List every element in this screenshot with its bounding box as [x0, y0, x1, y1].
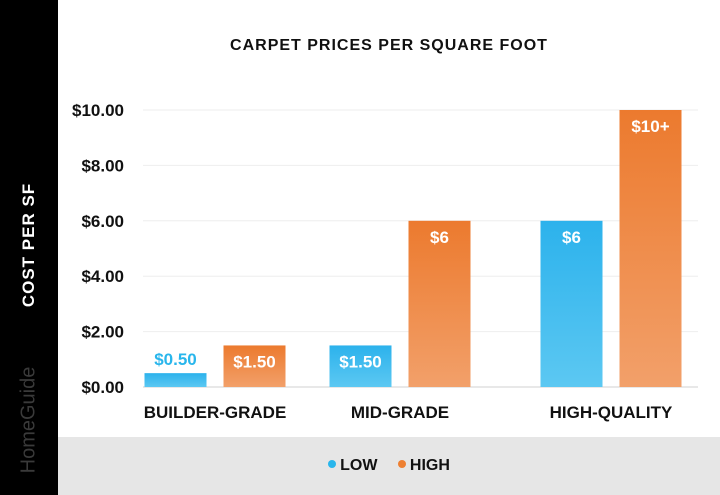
legend: LOW HIGH [58, 457, 720, 475]
data-label-high: $1.50 [233, 352, 276, 371]
bar-low [540, 220, 603, 387]
legend-swatch-low [328, 459, 337, 468]
chart-title: CARPET PRICES PER SQUARE FOOT [230, 37, 548, 54]
data-labels: $0.50 $1.50 $1.50 $6 $6 $10+ [154, 117, 669, 371]
bar-high [223, 345, 286, 387]
legend-label-high: HIGH [409, 457, 450, 474]
data-label-low: $0.50 [154, 350, 197, 369]
bar-low [329, 345, 392, 387]
data-label-low: $1.50 [339, 352, 382, 371]
y-tick-label: $8.00 [81, 156, 124, 175]
y-tick-label: $2.00 [81, 323, 124, 342]
brand-watermark: HomeGuide [17, 366, 40, 474]
data-label-low: $6 [562, 228, 581, 247]
bar-high [619, 110, 682, 387]
data-label-high: $6 [430, 228, 449, 247]
legend-label-low: LOW [340, 457, 378, 474]
legend-bar: LOW HIGH [58, 437, 720, 495]
legend-swatch-high [397, 459, 406, 468]
y-axis-label: COST PER SF [19, 182, 38, 308]
bar-high [408, 220, 471, 387]
data-label-high: $10+ [631, 117, 669, 136]
sidebar: COST PER SF HomeGuide [0, 0, 58, 495]
y-tick-labels: $0.00 $2.00 $4.00 $6.00 $8.00 $10.00 [72, 101, 124, 397]
legend-item-low: LOW [328, 457, 377, 475]
y-tick-label: $0.00 [81, 378, 124, 397]
legend-item-high: HIGH [397, 457, 450, 475]
bar-chart: $0.00 $2.00 $4.00 $6.00 $8.00 $10.00 $0.50 $1.… [72, 101, 698, 422]
x-tick-label: MID-GRADE [351, 403, 449, 422]
y-tick-label: $4.00 [81, 267, 124, 286]
x-tick-labels: BUILDER-GRADE MID-GRADE HIGH-QUALITY [144, 403, 673, 422]
bar-low [144, 373, 207, 387]
y-tick-label: $10.00 [72, 101, 124, 120]
y-tick-label: $6.00 [81, 212, 124, 231]
bars [144, 110, 682, 387]
x-tick-label: BUILDER-GRADE [144, 403, 287, 422]
x-tick-label: HIGH-QUALITY [550, 403, 673, 422]
